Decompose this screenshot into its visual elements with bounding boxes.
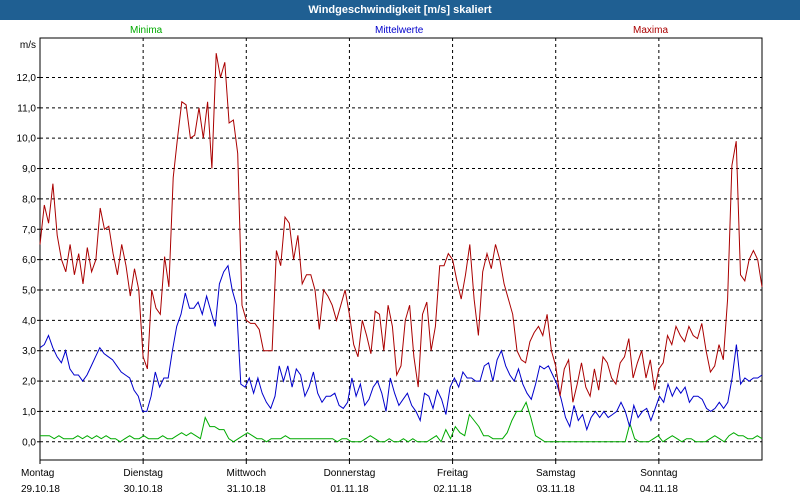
x-tick-label-date: 29.10.18 xyxy=(21,484,60,495)
y-tick-label: 9,0 xyxy=(22,164,36,175)
y-tick-label: 11,0 xyxy=(17,103,36,114)
x-tick-label-day: Montag xyxy=(21,468,54,479)
y-tick-label: 3,0 xyxy=(22,346,36,357)
x-tick-label-day: Sonntag xyxy=(640,468,677,479)
x-tick-label-day: Freitag xyxy=(437,468,468,479)
legend-maxima: Maxima xyxy=(633,25,669,36)
plot-area xyxy=(39,37,763,461)
x-tick-label-day: Dienstag xyxy=(123,468,162,479)
x-tick-label-date: 02.11.18 xyxy=(433,484,472,495)
y-tick-label: 10,0 xyxy=(17,134,37,145)
y-tick-label: 8,0 xyxy=(22,194,36,205)
y-axis-label: m/s xyxy=(20,40,36,51)
legend-mittelwerte: Mittelwerte xyxy=(375,25,424,36)
y-tick-label: 6,0 xyxy=(22,255,36,266)
x-tick-label-day: Mittwoch xyxy=(227,468,266,479)
legend-minima: Minima xyxy=(130,25,163,36)
series-line-maxima xyxy=(39,53,763,403)
x-tick-label-date: 04.11.18 xyxy=(640,484,679,495)
y-tick-label: 7,0 xyxy=(22,225,36,236)
x-tick-label-day: Donnerstag xyxy=(324,468,376,479)
x-tick-label-date: 03.11.18 xyxy=(537,484,576,495)
x-tick-label-date: 01.11.18 xyxy=(330,484,369,495)
y-tick-label: 0,0 xyxy=(22,437,36,448)
y-tick-label: 1,0 xyxy=(22,407,36,418)
x-tick-label-day: Samstag xyxy=(536,468,575,479)
x-tick-label-date: 31.10.18 xyxy=(227,484,266,495)
series-line-minima xyxy=(40,400,763,443)
window-title: Windgeschwindigkeit [m/s] skaliert xyxy=(0,0,800,20)
y-tick-label: 4,0 xyxy=(22,316,36,327)
y-tick-label: 5,0 xyxy=(22,285,36,296)
series-line-mittelwerte xyxy=(39,264,763,432)
y-tick-label: 12,0 xyxy=(17,73,37,84)
x-tick-label-date: 30.10.18 xyxy=(124,484,163,495)
y-tick-label: 2,0 xyxy=(22,377,36,388)
